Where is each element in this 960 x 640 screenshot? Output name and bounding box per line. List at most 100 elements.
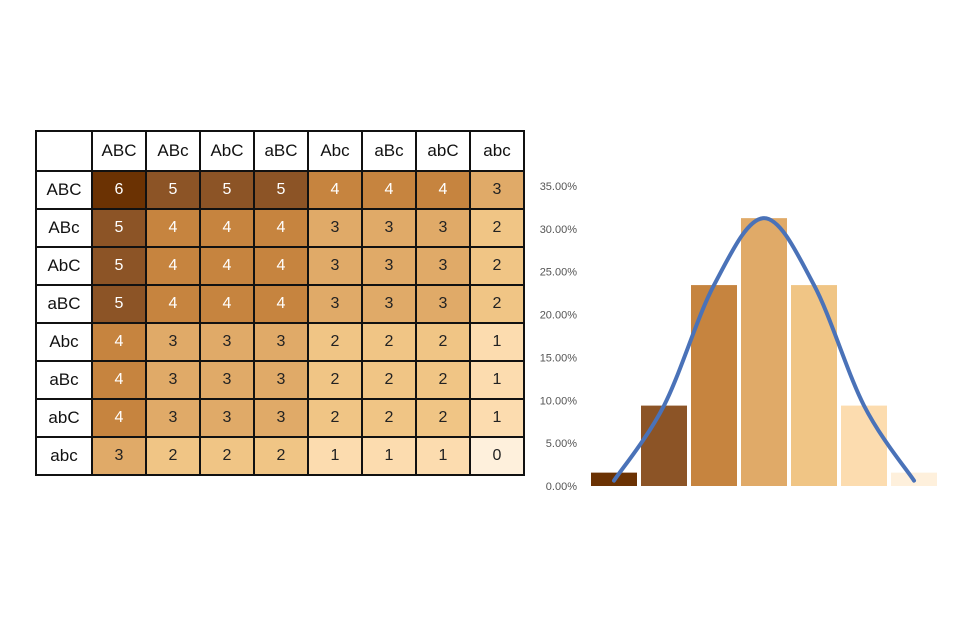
punnett-cell: 3 xyxy=(361,284,417,324)
y-tick-label: 20.00% xyxy=(540,310,578,322)
punnett-cell: 3 xyxy=(199,322,255,362)
table-row: ABc 5 4 4 4 3 3 3 2 xyxy=(35,208,525,248)
y-tick-label: 35.00% xyxy=(540,181,578,193)
table-row: abC 4 3 3 3 2 2 2 1 xyxy=(35,398,525,438)
punnett-cell: 1 xyxy=(361,436,417,476)
column-header: abc xyxy=(469,130,525,172)
bar xyxy=(841,405,887,486)
punnett-cell: 2 xyxy=(469,208,525,248)
punnett-cell: 4 xyxy=(199,208,255,248)
punnett-cell: 3 xyxy=(307,284,363,324)
table-row: ABC 6 5 5 5 4 4 4 3 xyxy=(35,170,525,210)
punnett-cell: 1 xyxy=(415,436,471,476)
column-header: ABc xyxy=(145,130,201,172)
punnett-cell: 3 xyxy=(361,208,417,248)
punnett-cell: 2 xyxy=(307,360,363,400)
punnett-cell: 3 xyxy=(199,360,255,400)
punnett-cell: 5 xyxy=(91,246,147,286)
corner-cell xyxy=(35,130,93,172)
punnett-cell: 5 xyxy=(91,208,147,248)
punnett-cell: 4 xyxy=(91,360,147,400)
punnett-cell: 4 xyxy=(199,246,255,286)
punnett-cell: 3 xyxy=(145,360,201,400)
punnett-cell: 5 xyxy=(253,170,309,210)
punnett-cell: 3 xyxy=(253,360,309,400)
punnett-cell: 3 xyxy=(361,246,417,286)
table-row: aBc 4 3 3 3 2 2 2 1 xyxy=(35,360,525,400)
punnett-cell: 2 xyxy=(307,322,363,362)
bar xyxy=(691,285,737,486)
punnett-cell: 2 xyxy=(253,436,309,476)
punnett-cell: 2 xyxy=(415,398,471,438)
row-header: Abc xyxy=(35,322,93,362)
punnett-cell: 1 xyxy=(469,360,525,400)
column-header: Abc xyxy=(307,130,363,172)
punnett-cell: 2 xyxy=(145,436,201,476)
punnett-cell: 2 xyxy=(415,322,471,362)
bar xyxy=(741,218,787,486)
row-header: abC xyxy=(35,398,93,438)
row-header: ABc xyxy=(35,208,93,248)
punnett-cell: 0 xyxy=(469,436,525,476)
punnett-cell: 3 xyxy=(469,170,525,210)
punnett-cell: 3 xyxy=(199,398,255,438)
punnett-square: ABC ABc AbC aBC Abc aBc abC abc ABC 6 5 5 5 4 4 4 3 ABc 5 4… xyxy=(35,130,525,476)
punnett-cell: 5 xyxy=(91,284,147,324)
header-row: ABC ABc AbC aBC Abc aBc abC abc xyxy=(35,130,525,172)
distribution-chart: 0.00% 5.00% 10.00% 15.00% 20.00% 25.00% 30.00%… xyxy=(540,181,937,493)
punnett-cell: 3 xyxy=(145,322,201,362)
punnett-cell: 3 xyxy=(415,208,471,248)
punnett-cell: 4 xyxy=(199,284,255,324)
punnett-cell: 2 xyxy=(361,322,417,362)
punnett-cell: 4 xyxy=(145,284,201,324)
table-row: AbC 5 4 4 4 3 3 3 2 xyxy=(35,246,525,286)
column-header: abC xyxy=(415,130,471,172)
punnett-cell: 4 xyxy=(415,170,471,210)
punnett-cell: 4 xyxy=(307,170,363,210)
punnett-cell: 2 xyxy=(307,398,363,438)
punnett-cell: 2 xyxy=(415,360,471,400)
punnett-cell: 3 xyxy=(415,284,471,324)
punnett-cell: 3 xyxy=(145,398,201,438)
table-row: Abc 4 3 3 3 2 2 2 1 xyxy=(35,322,525,362)
column-header: aBc xyxy=(361,130,417,172)
punnett-cell: 5 xyxy=(199,170,255,210)
bar xyxy=(641,405,687,486)
row-header: AbC xyxy=(35,246,93,286)
punnett-cell: 5 xyxy=(145,170,201,210)
y-tick-label: 5.00% xyxy=(546,438,577,450)
y-tick-label: 30.00% xyxy=(540,224,578,236)
row-header: ABC xyxy=(35,170,93,210)
punnett-cell: 3 xyxy=(307,246,363,286)
punnett-cell: 3 xyxy=(91,436,147,476)
punnett-cell: 1 xyxy=(469,398,525,438)
punnett-cell: 4 xyxy=(253,208,309,248)
column-header: ABC xyxy=(91,130,147,172)
punnett-cell: 4 xyxy=(253,246,309,286)
y-tick-label: 15.00% xyxy=(540,352,578,364)
punnett-cell: 4 xyxy=(253,284,309,324)
row-header: abc xyxy=(35,436,93,476)
punnett-cell: 3 xyxy=(253,398,309,438)
punnett-cell: 3 xyxy=(307,208,363,248)
punnett-cell: 2 xyxy=(361,360,417,400)
column-header: AbC xyxy=(199,130,255,172)
y-tick-label: 25.00% xyxy=(540,267,578,279)
punnett-cell: 4 xyxy=(361,170,417,210)
y-tick-label: 0.00% xyxy=(546,481,577,493)
punnett-cell: 3 xyxy=(415,246,471,286)
punnett-cell: 4 xyxy=(91,398,147,438)
row-header: aBC xyxy=(35,284,93,324)
bar xyxy=(791,285,837,486)
row-header: aBc xyxy=(35,360,93,400)
y-tick-label: 10.00% xyxy=(540,395,578,407)
table-row: aBC 5 4 4 4 3 3 3 2 xyxy=(35,284,525,324)
punnett-cell: 3 xyxy=(253,322,309,362)
punnett-cell: 4 xyxy=(145,246,201,286)
punnett-cell: 4 xyxy=(91,322,147,362)
punnett-cell: 2 xyxy=(469,284,525,324)
distribution-curve xyxy=(612,216,916,483)
table-row: abc 3 2 2 2 1 1 1 0 xyxy=(35,436,525,476)
punnett-cell: 2 xyxy=(361,398,417,438)
punnett-cell: 4 xyxy=(145,208,201,248)
